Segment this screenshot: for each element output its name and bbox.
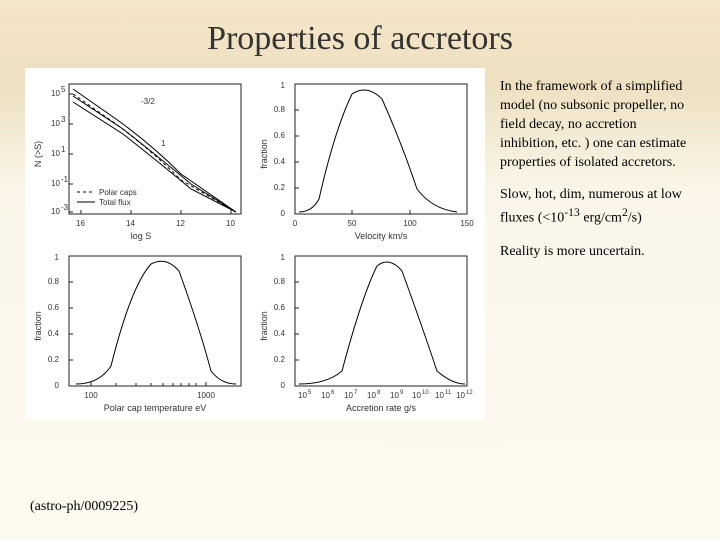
svg-text:Total flux: Total flux bbox=[99, 198, 131, 207]
svg-text:5: 5 bbox=[61, 85, 66, 94]
svg-text:0.6: 0.6 bbox=[48, 303, 60, 312]
svg-text:1: 1 bbox=[61, 145, 66, 154]
svg-text:Polar cap temperature eV: Polar cap temperature eV bbox=[104, 403, 207, 413]
svg-text:1: 1 bbox=[281, 81, 286, 90]
svg-text:-1: -1 bbox=[61, 175, 69, 184]
page-title: Properties of accretors bbox=[0, 0, 720, 58]
svg-text:0.8: 0.8 bbox=[274, 105, 286, 114]
svg-text:10: 10 bbox=[51, 207, 60, 216]
svg-text:1: 1 bbox=[55, 253, 60, 262]
svg-text:7: 7 bbox=[354, 390, 358, 396]
svg-text:5: 5 bbox=[308, 390, 312, 396]
svg-text:100: 100 bbox=[84, 391, 98, 400]
svg-text:-3: -3 bbox=[61, 203, 69, 212]
svg-text:10: 10 bbox=[456, 391, 465, 400]
chart-temperature: 0 0.2 0.4 0.6 0.8 1 100 1000 Polar cap t… bbox=[31, 246, 251, 414]
svg-text:11: 11 bbox=[445, 390, 452, 396]
svg-text:10: 10 bbox=[51, 149, 60, 158]
svg-text:0.4: 0.4 bbox=[274, 329, 286, 338]
chart-velocity: 0 0.2 0.4 0.6 0.8 1 0 50 100 150 Velocit… bbox=[257, 74, 477, 242]
svg-text:0: 0 bbox=[281, 209, 286, 218]
svg-text:6: 6 bbox=[331, 390, 335, 396]
svg-text:0.4: 0.4 bbox=[274, 157, 286, 166]
svg-text:0: 0 bbox=[293, 219, 298, 228]
svg-text:0.6: 0.6 bbox=[274, 131, 286, 140]
svg-text:16: 16 bbox=[76, 219, 85, 228]
svg-text:14: 14 bbox=[126, 219, 135, 228]
description-column: In the framework of a simplified model (… bbox=[485, 68, 700, 420]
svg-text:-3/2: -3/2 bbox=[141, 97, 155, 106]
svg-text:10: 10 bbox=[51, 89, 60, 98]
svg-text:log S: log S bbox=[131, 231, 152, 241]
svg-text:Polar caps: Polar caps bbox=[99, 188, 137, 197]
svg-text:Velocity km/s: Velocity km/s bbox=[355, 231, 408, 241]
svg-text:0: 0 bbox=[55, 381, 60, 390]
svg-text:0.4: 0.4 bbox=[48, 329, 60, 338]
svg-text:N (>S): N (>S) bbox=[33, 141, 43, 167]
main-content: 10-3 10-1 101 103 105 16 14 12 10 log S … bbox=[0, 58, 720, 420]
svg-text:fraction: fraction bbox=[259, 311, 269, 341]
citation: (astro-ph/0009225) bbox=[30, 499, 138, 515]
svg-text:0.2: 0.2 bbox=[274, 183, 286, 192]
svg-text:0.8: 0.8 bbox=[274, 277, 286, 286]
description-p2: Slow, hot, dim, numerous at low fluxes (… bbox=[500, 186, 695, 228]
svg-text:10: 10 bbox=[390, 391, 399, 400]
chart-logn-logs: 10-3 10-1 101 103 105 16 14 12 10 log S … bbox=[31, 74, 251, 242]
chart-accretion-rate: 0 0.2 0.4 0.6 0.8 1 105 106 107 108 109 … bbox=[257, 246, 477, 414]
svg-text:Accretion rate g/s: Accretion rate g/s bbox=[346, 403, 417, 413]
svg-text:3: 3 bbox=[61, 115, 66, 124]
svg-text:10: 10 bbox=[321, 391, 330, 400]
svg-text:0.6: 0.6 bbox=[274, 303, 286, 312]
svg-text:10: 10 bbox=[51, 179, 60, 188]
svg-text:10: 10 bbox=[422, 390, 429, 396]
svg-text:150: 150 bbox=[460, 219, 474, 228]
svg-text:10: 10 bbox=[367, 391, 376, 400]
svg-text:12: 12 bbox=[176, 219, 185, 228]
description-p3: Reality is more uncertain. bbox=[500, 243, 695, 262]
svg-text:1000: 1000 bbox=[197, 391, 215, 400]
svg-text:10: 10 bbox=[344, 391, 353, 400]
svg-text:10: 10 bbox=[51, 119, 60, 128]
svg-text:10: 10 bbox=[226, 219, 235, 228]
svg-text:8: 8 bbox=[377, 390, 381, 396]
chart-grid: 10-3 10-1 101 103 105 16 14 12 10 log S … bbox=[25, 68, 485, 420]
svg-text:fraction: fraction bbox=[259, 139, 269, 169]
svg-text:0: 0 bbox=[281, 381, 286, 390]
svg-text:50: 50 bbox=[348, 219, 357, 228]
svg-text:1: 1 bbox=[161, 139, 166, 148]
svg-text:0.8: 0.8 bbox=[48, 277, 60, 286]
svg-text:100: 100 bbox=[403, 219, 417, 228]
svg-text:10: 10 bbox=[412, 391, 421, 400]
svg-text:fraction: fraction bbox=[33, 311, 43, 341]
svg-text:1: 1 bbox=[281, 253, 286, 262]
svg-text:10: 10 bbox=[298, 391, 307, 400]
description-p1: In the framework of a simplified model (… bbox=[500, 78, 695, 172]
svg-text:0.2: 0.2 bbox=[274, 355, 286, 364]
svg-text:0.2: 0.2 bbox=[48, 355, 60, 364]
svg-text:10: 10 bbox=[435, 391, 444, 400]
svg-text:12: 12 bbox=[466, 390, 473, 396]
svg-text:9: 9 bbox=[400, 390, 404, 396]
